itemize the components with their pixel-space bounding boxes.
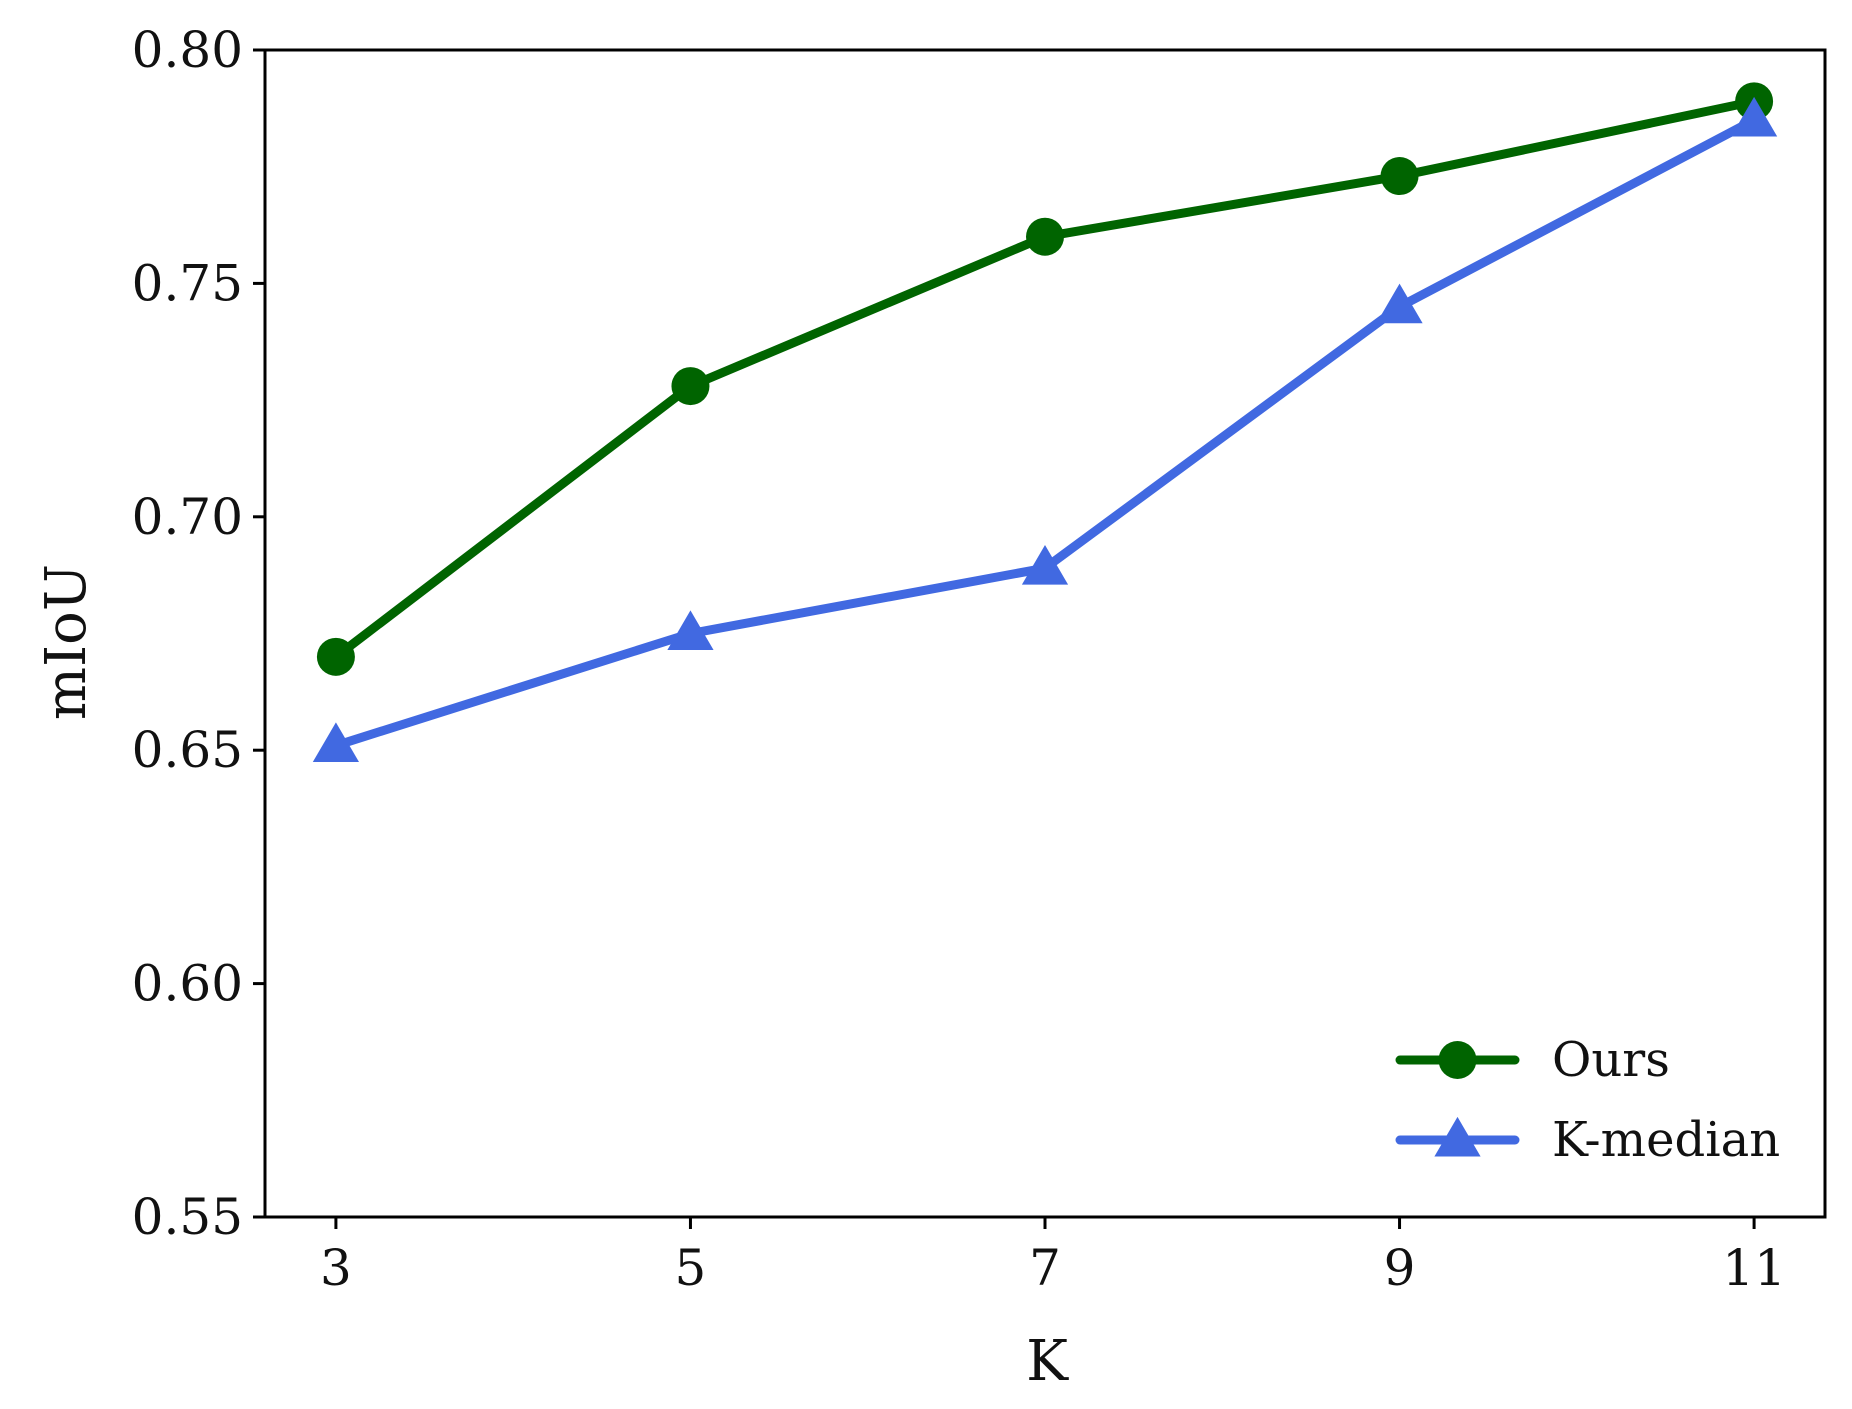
data-point (1376, 283, 1423, 324)
y-tick-label: 0.60 (132, 955, 243, 1013)
x-axis-label: K (1026, 1329, 1069, 1394)
y-tick-label: 0.70 (132, 488, 243, 546)
legend-entry: Ours (1395, 1032, 1670, 1088)
x-tick-label: 11 (1722, 1239, 1786, 1297)
series-k-median (312, 96, 1778, 763)
legend-marker (1434, 1116, 1481, 1157)
series-ours (316, 82, 1774, 676)
legend-marker (1438, 1041, 1477, 1079)
y-tick-label: 0.75 (132, 254, 243, 312)
data-point (1730, 96, 1778, 137)
data-point (316, 637, 355, 676)
data-point (1021, 545, 1069, 585)
x-tick-label: 5 (675, 1239, 707, 1297)
data-point (1380, 157, 1419, 196)
x-tick-label: 7 (1029, 1239, 1061, 1297)
y-tick-label: 0.65 (132, 721, 243, 779)
y-tick-label: 0.55 (132, 1188, 243, 1246)
data-point (667, 610, 714, 650)
data-point (671, 367, 710, 406)
y-axis-label: mIoU (34, 564, 99, 720)
legend-entry: K-median (1395, 1112, 1780, 1168)
legend-label: Ours (1552, 1032, 1670, 1088)
data-point (312, 722, 360, 763)
x-tick-label: 3 (320, 1239, 352, 1297)
y-tick-label: 0.80 (132, 21, 243, 79)
data-point (1026, 217, 1064, 256)
x-tick-label: 9 (1384, 1239, 1416, 1297)
legend-label: K-median (1552, 1112, 1780, 1168)
series-line (331, 115, 1759, 751)
